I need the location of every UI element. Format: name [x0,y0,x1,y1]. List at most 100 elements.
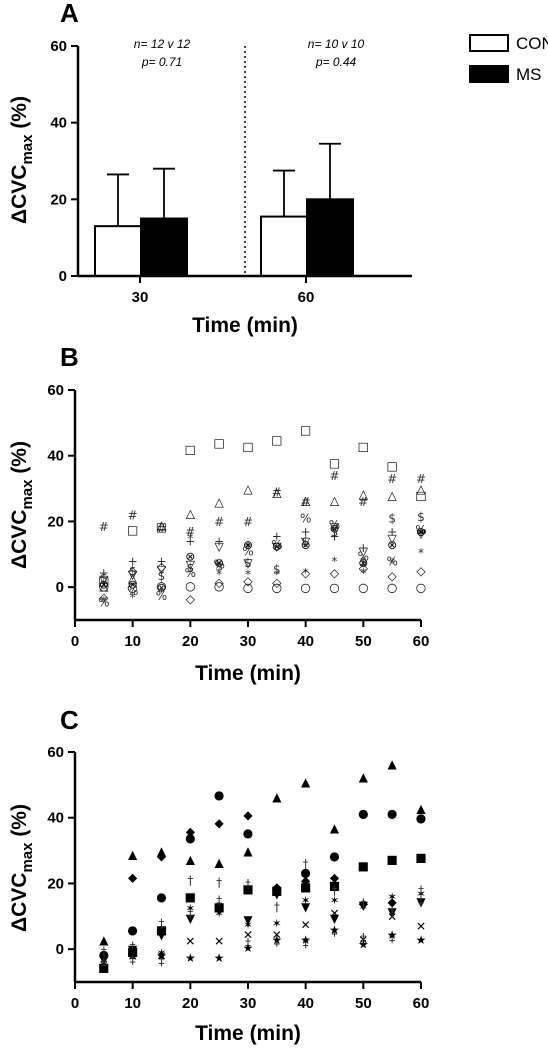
y-tick-label-0: 0 [56,579,64,596]
point-star-six-10: ✶ [128,951,138,965]
point-double-dagger-10: ‡ [130,953,136,967]
point-diamond-open-60: ◇ [416,564,426,578]
panel-b-y-label-main: ΔCVC [8,510,31,569]
panel-c-y-label-sub: max [19,842,36,873]
point-star-filled-45: ★ [329,923,340,937]
point-hash-10: # [128,508,138,522]
point-triangle-filled-45: ▲ [330,821,340,835]
point-star-filled-25: ★ [214,951,225,965]
panel-a-label: A [60,0,79,28]
point-dagger-25: † [216,875,222,889]
x-tick-label-10: 10 [124,995,141,1012]
point-triangle-filled-5: ▲ [99,933,109,947]
point-circle-filled-45: ● [329,849,339,863]
point-triangle-down-filled-30: ▼ [243,913,253,927]
point-triangle-open-5: △ [99,579,109,593]
point-plus-45: + [329,530,339,544]
point-triangle-down-open-10: ▽ [128,568,138,582]
point-dagger-45: † [332,884,338,898]
x-tick-label-20: 20 [182,995,199,1012]
point-triangle-open-35: △ [272,485,282,499]
bar-con-60 [260,215,308,277]
point-triangle-down-filled-55: ▼ [388,905,398,919]
panel-a-y-label-suffix: (%) [8,96,31,135]
point-hash-35: # [272,485,282,499]
point-dagger-55: † [389,905,395,919]
point-double-dagger-30: ‡ [245,936,251,950]
point-double-dagger-5: ‡ [101,956,107,970]
point-square-open-15: □ [156,520,167,534]
point-triangle-filled-60: ▲ [416,801,426,815]
point-diamond-open-40: ◇ [301,566,311,580]
point-triangle-filled-55: ▲ [388,757,398,771]
point-star-six-5: ✶ [99,957,109,971]
point-circle-filled-55: ● [387,806,397,820]
point-cross-5: ✕ [99,953,109,967]
panel-a-y-label-sub: max [19,134,36,165]
point-circle-cross-25: ⊗ [214,556,224,570]
point-square-filled-50: ■ [358,859,369,873]
panel-a-x-ticks: 30 60 [132,276,314,306]
point-triangle-open-15: △ [157,518,167,532]
point-diamond-filled-30: ◆ [243,808,253,822]
point-plus-55: + [387,525,397,539]
point-circle-filled-60: ● [416,811,426,825]
point-asterisk-50: * [360,566,366,580]
point-star-filled-60: ★ [416,933,427,947]
panel-a: A 0 20 40 60 30 60 n= 12 v 12 p= 0.71 n= 10 … [8,0,548,337]
panel-b: B □□ □□ □ □ □□□□□□### ## ###### #△△△△△△ △△ △ △ △ △○ ○… [8,342,429,685]
point-plus-30: + [243,538,253,552]
y-tick-label-20: 20 [47,875,64,892]
panel-a-legend: CON MS [469,34,548,84]
point-double-dagger-15: ‡ [159,954,165,968]
point-square-filled-45: ■ [329,879,340,893]
point-dollar-20: $ [187,561,195,575]
x-tick-label-50: 50 [355,633,372,650]
point-triangle-filled-15: ▲ [157,844,167,858]
point-triangle-filled-10: ▲ [128,847,138,861]
y-tick-label-0: 0 [56,941,64,958]
point-cross-50: ✕ [358,933,368,947]
point-asterisk-40: * [303,566,309,580]
point-cross-15: ✕ [156,949,166,963]
point-triangle-open-25: △ [215,495,225,509]
point-triangle-filled-30: ▲ [243,844,253,858]
point-star-six-30: ✶ [243,918,253,932]
point-triangle-down-open-20: ▽ [186,558,196,572]
x-tick-label-0: 0 [71,633,79,650]
point-square-open-25: □ [213,436,224,450]
point-triangle-down-open-55: ▽ [388,531,398,545]
point-circle-cross-55: ⊗ [387,538,397,552]
point-star-six-50: ✶ [358,900,368,914]
point-triangle-down-open-5: ▽ [99,572,109,586]
point-diamond-open-25: ◇ [215,576,225,590]
point-square-open-45: □ [329,456,340,470]
point-circle-cross-40: ⊗ [301,538,311,552]
point-star-filled-20: ★ [185,951,196,965]
point-star-filled-10: ★ [127,946,138,960]
point-cross-55: ✕ [387,910,397,924]
point-star-filled-35: ★ [271,933,282,947]
point-double-dagger-50: ‡ [360,931,366,945]
point-asterisk-45: * [332,554,338,568]
bar-ms-60 [306,198,354,277]
point-triangle-open-45: △ [330,494,340,508]
point-diamond-filled-40: ◆ [301,874,311,888]
point-circle-cross-15: ⊗ [156,581,166,595]
point-asterisk-10: * [130,591,136,605]
x-tick-label-60: 60 [413,995,430,1012]
point-star-filled-30: ★ [243,941,254,955]
point-diamond-open-20: ◇ [186,592,196,606]
point-dollar-35: $ [273,563,281,577]
point-star-six-40: ✶ [301,893,311,907]
x-tick-label-50: 50 [355,995,372,1012]
panel-c-y-label: ΔCVCmax (%) [8,804,36,932]
point-triangle-filled-35: ▲ [272,790,282,804]
point-diamond-filled-5: ◆ [99,949,109,963]
panel-a-annotation-n-2: n= 10 v 10 [308,37,365,51]
point-cross-30: ✕ [243,928,253,942]
point-circle-filled-50: ● [358,806,368,820]
point-dollar-55: $ [388,512,396,526]
point-cross-60: ✕ [416,920,426,934]
point-triangle-down-filled-10: ▼ [128,943,138,957]
